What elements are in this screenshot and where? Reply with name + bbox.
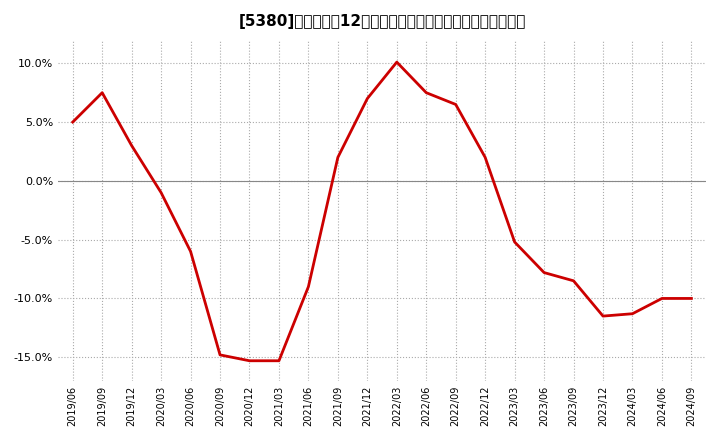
Title: [5380]　売上高の12か月移動合計の対前年同期増減率の推移: [5380] 売上高の12か月移動合計の対前年同期増減率の推移	[238, 14, 526, 29]
